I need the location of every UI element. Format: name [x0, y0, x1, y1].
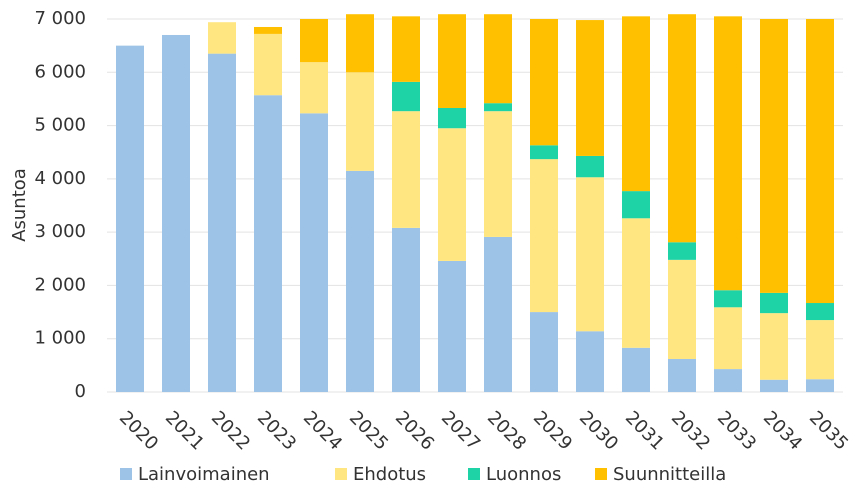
x-tick-label: 2034: [759, 407, 806, 454]
y-tick-label: 5 000: [34, 115, 86, 136]
x-tick-label: 2031: [621, 407, 668, 454]
x-tick-label: 2028: [483, 407, 530, 454]
bar-segment: [392, 81, 420, 112]
bar-segment: [116, 45, 144, 393]
x-tick-label: 2020: [115, 407, 162, 454]
bar-segment: [760, 292, 788, 314]
bar-segment: [392, 111, 420, 228]
bar-segment: [162, 34, 190, 392]
bar-segment: [438, 14, 466, 108]
bar-segment: [254, 26, 282, 34]
bar-segment: [484, 236, 512, 392]
bar-segment: [484, 14, 512, 104]
bar-segment: [668, 14, 696, 243]
bar-segment: [530, 19, 558, 146]
bar-segment: [530, 312, 558, 392]
bar-segment: [438, 107, 466, 129]
y-axis-title: Asuntoa: [9, 168, 30, 242]
y-tick-label: 7 000: [34, 8, 86, 29]
bar-segment: [668, 358, 696, 392]
x-tick-label: 2027: [437, 407, 484, 454]
bar-segment: [714, 369, 742, 392]
y-tick-label: 1 000: [34, 328, 86, 349]
x-tick-label: 2022: [207, 407, 254, 454]
bar-segment: [714, 307, 742, 370]
bar-segment: [806, 303, 834, 321]
bar-segment: [760, 19, 788, 293]
y-tick-label: 2 000: [34, 274, 86, 295]
x-tick-label: 2023: [253, 407, 300, 454]
bar-segment: [530, 159, 558, 313]
bar-segment: [714, 290, 742, 308]
bar-segment: [300, 113, 328, 393]
x-tick-label: 2025: [345, 407, 392, 454]
bar-segment: [760, 379, 788, 392]
bar-segment: [254, 95, 282, 392]
bar-segment: [760, 313, 788, 380]
bar-segment: [254, 33, 282, 96]
x-tick-label: 2026: [391, 407, 438, 454]
x-tick-label: 2021: [161, 407, 208, 454]
bar-segment: [300, 62, 328, 114]
bar-segment: [806, 320, 834, 380]
bar-segment: [392, 227, 420, 392]
bar-segment: [806, 379, 834, 392]
bar-segment: [346, 72, 374, 171]
bar-segment: [622, 347, 650, 392]
y-tick-label: 6 000: [34, 61, 86, 82]
bar-segment: [668, 242, 696, 260]
y-tick-label: 4 000: [34, 168, 86, 189]
x-tick-label: 2024: [299, 407, 346, 454]
bar-segment: [622, 16, 650, 192]
bar-segment: [576, 155, 604, 178]
legend-label: Luonnos: [486, 464, 561, 485]
bar-segment: [530, 145, 558, 160]
legend-swatch: [120, 468, 132, 480]
legend-label: Lainvoimainen: [138, 464, 270, 485]
bar-segment: [576, 177, 604, 332]
bar-segment: [208, 53, 236, 393]
bar-segment: [392, 16, 420, 82]
bar-segment: [346, 170, 374, 392]
x-tick-label: 2029: [529, 407, 576, 454]
bar-segment: [346, 14, 374, 73]
bar-segment: [622, 218, 650, 348]
x-tick-label: 2035: [805, 407, 852, 454]
x-tick-label: 2032: [667, 407, 714, 454]
y-tick-label: 3 000: [34, 221, 86, 242]
legend-label: Ehdotus: [353, 464, 426, 485]
bar-segment: [622, 191, 650, 219]
x-tick-label: 2030: [575, 407, 622, 454]
legend-label: Suunnitteilla: [613, 464, 726, 485]
bar-segment: [438, 128, 466, 261]
bar-segment: [806, 19, 834, 304]
legend-swatch: [335, 468, 347, 480]
bar-segment: [208, 22, 236, 54]
y-tick-label: 0: [75, 381, 86, 402]
bar-segment: [576, 331, 604, 392]
legend-swatch: [468, 468, 480, 480]
bar-segment: [714, 16, 742, 291]
bar-segment: [668, 259, 696, 359]
bar-segment: [484, 111, 512, 237]
legend-swatch: [595, 468, 607, 480]
bar-segment: [576, 20, 604, 156]
bar-segment: [484, 103, 512, 112]
bar-segment: [438, 260, 466, 392]
bar-segment: [300, 19, 328, 63]
x-tick-label: 2033: [713, 407, 760, 454]
